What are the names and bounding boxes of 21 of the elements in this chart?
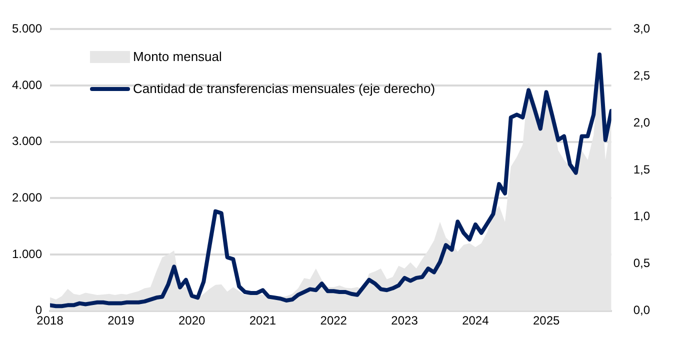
y-tick-label: 3.000 <box>12 134 42 148</box>
y2-tick-label: 0,0 <box>633 303 650 318</box>
y2-tick-label: 1,5 <box>633 162 650 176</box>
x-tick-label: 2024 <box>462 313 490 328</box>
legend-label: Cantidad de transferencias mensuales (eje derecho) <box>133 81 436 96</box>
y-tick-label: 4.000 <box>12 78 42 92</box>
y2-tick-label: 1,0 <box>633 209 650 224</box>
y2-tick-label: 3,0 <box>633 22 650 36</box>
legend-label: Monto mensual <box>133 49 222 64</box>
y-tick-label: 2.000 <box>12 190 42 204</box>
x-tick-label: 2019 <box>108 313 135 328</box>
x-tick-label: 2023 <box>391 313 418 328</box>
x-tick-label: 2020 <box>178 313 206 328</box>
y2-tick-label: 2,5 <box>633 68 650 82</box>
y-tick-label: 5.000 <box>12 22 42 36</box>
x-tick-label: 2025 <box>532 313 560 328</box>
x-tick-label: 2021 <box>249 313 276 328</box>
y-tick-label: 1.000 <box>12 246 42 261</box>
y2-tick-label: 2,0 <box>633 115 650 130</box>
y2-tick-label: 0,5 <box>633 256 650 270</box>
x-tick-label: 2022 <box>320 313 348 328</box>
